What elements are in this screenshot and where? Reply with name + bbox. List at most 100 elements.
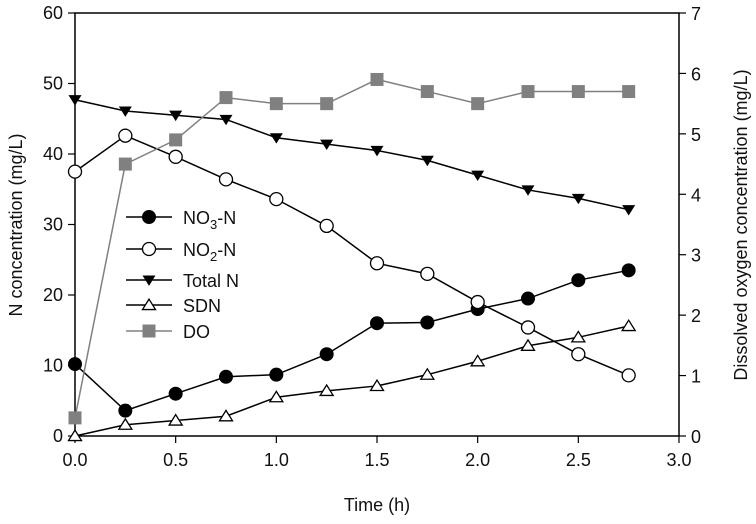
legend-label: NO3-N: [183, 208, 236, 232]
data-point: [622, 85, 636, 99]
data-point: [571, 85, 585, 99]
x-tick-label: 2.5: [566, 450, 591, 470]
data-point: [219, 114, 233, 126]
series-sdn: [67, 318, 637, 442]
y2-tick-label: 7: [691, 4, 701, 24]
legend-label: SDN: [183, 296, 221, 316]
data-point: [268, 390, 285, 403]
data-point: [118, 403, 133, 418]
series-line: [74, 78, 629, 419]
data-point: [218, 172, 234, 187]
data-point: [471, 97, 485, 111]
data-point: [320, 139, 334, 150]
data-point: [521, 291, 535, 306]
data-point: [520, 320, 536, 335]
y-tick-label: 30: [43, 215, 63, 235]
data-point: [68, 411, 82, 425]
data-point: [141, 241, 157, 257]
data-point: [370, 316, 384, 331]
y-axis-label: N concentration (mg/L): [6, 133, 26, 316]
data-point: [118, 157, 132, 171]
data-point: [370, 72, 384, 86]
y2-axis-label: Dissolved oxygen concentration (mg/L): [731, 69, 751, 380]
legend-label: NO2-N: [183, 240, 236, 264]
data-point: [269, 97, 283, 111]
series-line: [74, 325, 629, 437]
data-point: [142, 210, 156, 224]
data-point: [520, 338, 536, 351]
data-point: [117, 417, 134, 430]
data-point: [570, 330, 587, 343]
data-point: [219, 369, 233, 384]
series-line: [74, 98, 629, 211]
data-point: [521, 85, 535, 99]
y-tick-label: 0: [53, 426, 63, 446]
data-point: [621, 263, 636, 278]
y2-tick-label: 5: [691, 125, 701, 145]
x-tick-label: 1.0: [264, 450, 289, 470]
data-point: [571, 193, 585, 205]
data-point: [370, 145, 384, 157]
data-point: [167, 413, 184, 426]
data-point: [521, 185, 535, 196]
data-point: [571, 273, 586, 288]
data-point: [68, 357, 82, 372]
y2-tick-label: 0: [691, 427, 701, 447]
data-point: [319, 218, 334, 234]
data-point: [469, 354, 486, 367]
data-point: [269, 133, 283, 144]
data-point: [369, 378, 385, 392]
data-point: [369, 256, 385, 271]
data-point: [218, 409, 234, 422]
data-point: [620, 318, 637, 332]
data-point: [622, 205, 636, 216]
legend-item: SDN: [126, 296, 221, 316]
series-line: [74, 269, 629, 412]
y2-tick-label: 2: [691, 306, 701, 326]
legend-item: NO3-N: [126, 208, 236, 232]
series-do: [68, 72, 636, 425]
data-point: [118, 128, 133, 143]
data-point: [420, 315, 435, 330]
data-point: [168, 149, 183, 164]
series-no3-n: [68, 263, 636, 418]
data-point: [168, 386, 183, 401]
y-tick-label: 20: [43, 285, 63, 305]
legend-item: NO2-N: [126, 240, 236, 264]
x-tick-label: 0.5: [163, 450, 188, 470]
x-axis-label: Time (h): [344, 495, 410, 515]
data-point: [621, 368, 636, 383]
legend-item: Total N: [126, 271, 239, 291]
data-point: [571, 347, 586, 362]
y-tick-label: 50: [43, 74, 63, 94]
x-tick-label: 2.0: [465, 450, 490, 470]
data-point: [419, 367, 436, 380]
data-point: [470, 294, 485, 310]
y2-tick-label: 4: [691, 185, 701, 205]
data-point: [420, 85, 434, 99]
data-point: [169, 133, 183, 147]
y-tick-label: 40: [43, 144, 63, 164]
data-point: [319, 347, 334, 362]
data-point: [141, 297, 157, 311]
data-point: [219, 91, 233, 105]
x-tick-label: 0.0: [62, 450, 87, 470]
data-point: [118, 106, 132, 117]
data-point: [142, 275, 156, 286]
data-point: [169, 110, 183, 122]
y2-tick-label: 6: [691, 64, 701, 84]
y2-tick-label: 1: [691, 367, 701, 387]
legend-label: Total N: [183, 271, 239, 291]
legend-item: DO: [126, 322, 210, 342]
series-no2-n: [67, 128, 636, 383]
data-point: [142, 324, 156, 338]
data-point: [67, 164, 83, 179]
y-tick-label: 10: [43, 356, 63, 376]
series-total-n: [68, 95, 636, 216]
data-point: [318, 383, 335, 397]
legend-label: DO: [183, 322, 210, 342]
data-point: [420, 266, 435, 282]
x-tick-label: 1.5: [364, 450, 389, 470]
y-tick-label: 60: [43, 3, 63, 23]
